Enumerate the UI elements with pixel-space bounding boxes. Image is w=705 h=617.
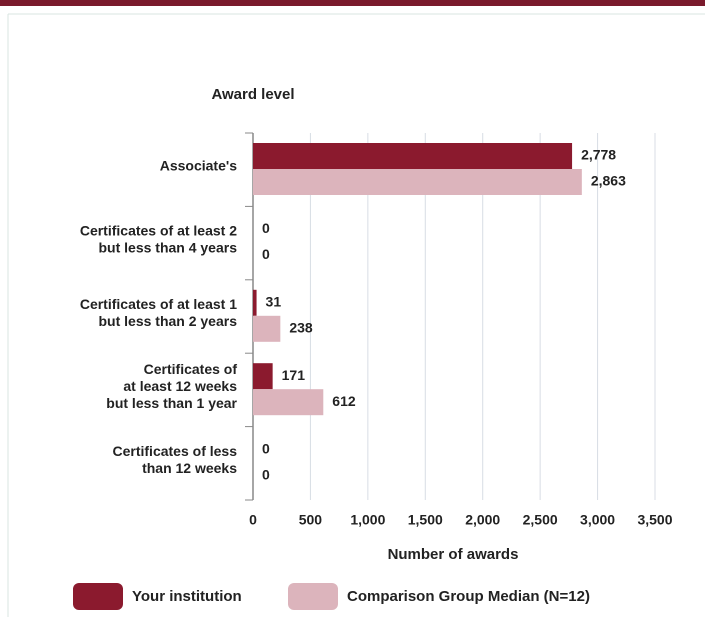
value-label: 171 — [282, 367, 306, 383]
value-label: 2,778 — [581, 147, 616, 163]
x-tick-label: 2,000 — [465, 512, 500, 528]
value-label: 31 — [266, 294, 282, 310]
bar — [253, 289, 257, 316]
y-tick-label: Certificates of at least 1 but less than … — [80, 296, 237, 329]
value-label: 612 — [332, 393, 356, 409]
bar — [253, 363, 273, 390]
value-label: 238 — [289, 320, 313, 336]
value-label: 0 — [262, 220, 270, 236]
y-tick-label: Associate's — [160, 157, 237, 173]
y-tick-label: Certificates of at least 2 but less than … — [80, 222, 237, 255]
x-tick-label: 0 — [249, 512, 257, 528]
x-tick-label: 3,000 — [580, 512, 615, 528]
bar — [253, 143, 573, 169]
y-tick-label: Certificates of at least 12 weeks but less… — [106, 361, 237, 411]
legend-swatch — [73, 583, 123, 610]
legend-swatch — [288, 583, 338, 610]
x-tick-label: 500 — [299, 512, 323, 528]
y-tick-label: Certificates of less than 12 weeks — [113, 443, 238, 476]
value-label: 0 — [262, 440, 270, 456]
bar — [253, 169, 582, 195]
x-axis-title: Number of awards — [388, 546, 519, 563]
x-tick-label: 3,500 — [637, 512, 672, 528]
x-tick-label: 1,500 — [408, 512, 443, 528]
value-label: 2,863 — [591, 173, 626, 189]
top-bar — [0, 0, 705, 6]
value-label: 0 — [262, 246, 270, 262]
x-tick-label: 1,000 — [350, 512, 385, 528]
value-label: 0 — [262, 466, 270, 482]
legend-label: Your institution — [132, 588, 242, 605]
y-axis-title: Award level — [211, 86, 294, 103]
bar — [253, 389, 324, 416]
bar — [253, 315, 281, 342]
legend-label: Comparison Group Median (N=12) — [347, 588, 590, 605]
x-tick-label: 2,500 — [523, 512, 558, 528]
